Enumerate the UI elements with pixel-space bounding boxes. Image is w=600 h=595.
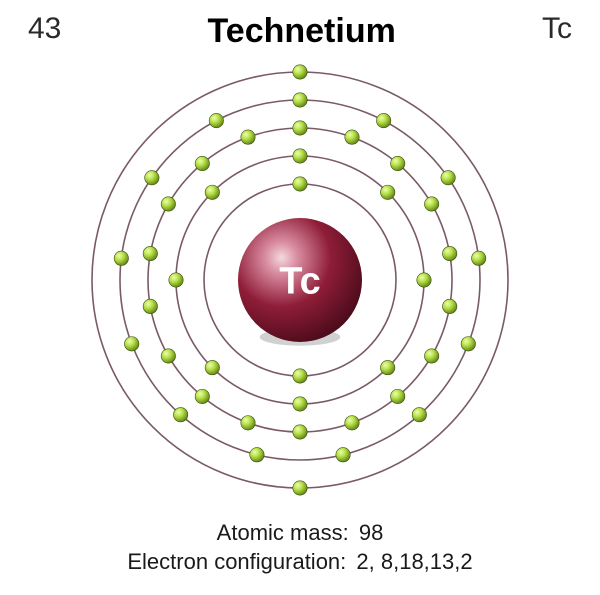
electron	[143, 246, 157, 260]
electron	[241, 130, 255, 144]
electron	[293, 149, 307, 163]
electron	[195, 156, 209, 170]
electron	[293, 93, 307, 107]
electron	[391, 156, 405, 170]
atomic-mass-label: Atomic mass:	[217, 520, 349, 545]
atom-diagram: Tc	[60, 40, 540, 520]
electron	[161, 349, 175, 363]
electron	[293, 397, 307, 411]
footer-info: Atomic mass: 98 Electron configuration: …	[0, 518, 600, 577]
electron	[125, 337, 139, 351]
atomic-mass-line: Atomic mass: 98	[0, 518, 600, 548]
nucleus: Tc	[238, 218, 362, 346]
electron	[424, 349, 438, 363]
electron	[293, 425, 307, 439]
electron	[442, 299, 456, 313]
electron	[293, 65, 307, 79]
electron	[241, 416, 255, 430]
electron	[412, 408, 426, 422]
electron	[424, 197, 438, 211]
nucleus-label: Tc	[279, 260, 321, 302]
electron	[195, 389, 209, 403]
electron	[336, 448, 350, 462]
atomic-mass-value: 98	[359, 520, 383, 545]
electron	[293, 121, 307, 135]
electron	[205, 185, 219, 199]
electron	[441, 171, 455, 185]
electron	[345, 130, 359, 144]
electron	[205, 360, 219, 374]
electron	[417, 273, 431, 287]
electron	[161, 197, 175, 211]
electron-config-value: 2, 8,18,13,2	[356, 549, 472, 574]
electron	[380, 185, 394, 199]
electron	[461, 337, 475, 351]
electron	[471, 251, 485, 265]
electron	[442, 246, 456, 260]
electron	[209, 113, 223, 127]
electron	[114, 251, 128, 265]
electron-config-label: Electron configuration:	[127, 549, 346, 574]
electron	[293, 177, 307, 191]
electron	[293, 369, 307, 383]
element-symbol: Tc	[542, 12, 572, 46]
electron	[293, 481, 307, 495]
electron	[250, 448, 264, 462]
electron	[143, 299, 157, 313]
electron	[345, 416, 359, 430]
electron	[376, 113, 390, 127]
electron	[391, 389, 405, 403]
electron	[169, 273, 183, 287]
electron	[145, 171, 159, 185]
electron-config-line: Electron configuration: 2, 8,18,13,2	[0, 547, 600, 577]
atomic-number: 43	[28, 12, 61, 46]
electron	[173, 408, 187, 422]
electron	[380, 360, 394, 374]
